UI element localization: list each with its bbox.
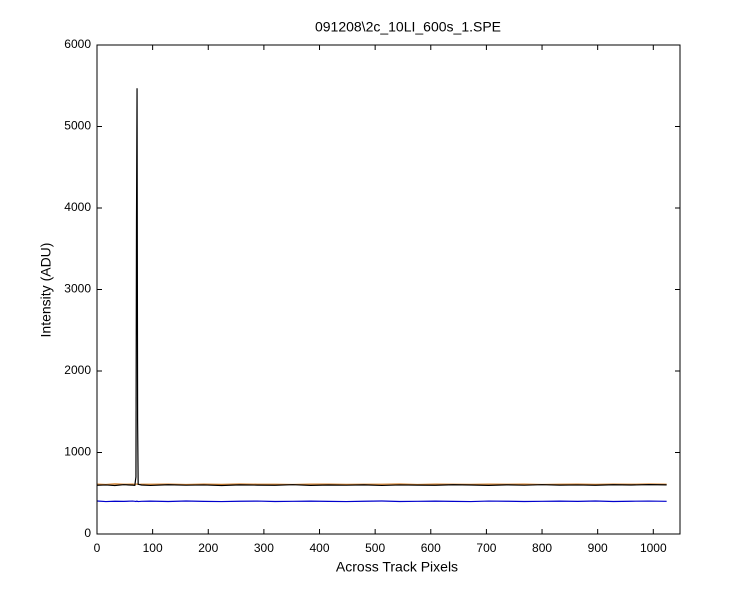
- x-tick-label: 400: [310, 541, 330, 555]
- y-axis-label: Intensity (ADU): [38, 243, 54, 338]
- y-tick-label: 5000: [64, 119, 91, 133]
- plot-frame: [96, 44, 681, 535]
- x-tick-label: 800: [532, 541, 552, 555]
- x-tick-label: 700: [476, 541, 496, 555]
- y-tick-label: 4000: [64, 200, 91, 214]
- x-tick-label: 600: [421, 541, 441, 555]
- x-tick-label: 200: [198, 541, 218, 555]
- y-tick-label: 0: [84, 526, 91, 540]
- x-axis-label: Across Track Pixels: [336, 559, 458, 575]
- x-tick-label: 100: [143, 541, 163, 555]
- x-tick-label: 500: [365, 541, 385, 555]
- y-tick-label: 3000: [64, 282, 91, 296]
- chart-title: 091208\2c_10LI_600s_1.SPE: [315, 19, 501, 35]
- series-line: [96, 88, 667, 487]
- y-tick-label: 6000: [64, 37, 91, 51]
- y-tick-label: 2000: [64, 363, 91, 377]
- y-tick-label: 1000: [64, 445, 91, 459]
- x-tick-label: 1000: [640, 541, 667, 555]
- x-tick-label: 0: [94, 541, 101, 555]
- series-line: [96, 500, 667, 503]
- x-tick-label: 900: [588, 541, 608, 555]
- x-tick-label: 300: [254, 541, 274, 555]
